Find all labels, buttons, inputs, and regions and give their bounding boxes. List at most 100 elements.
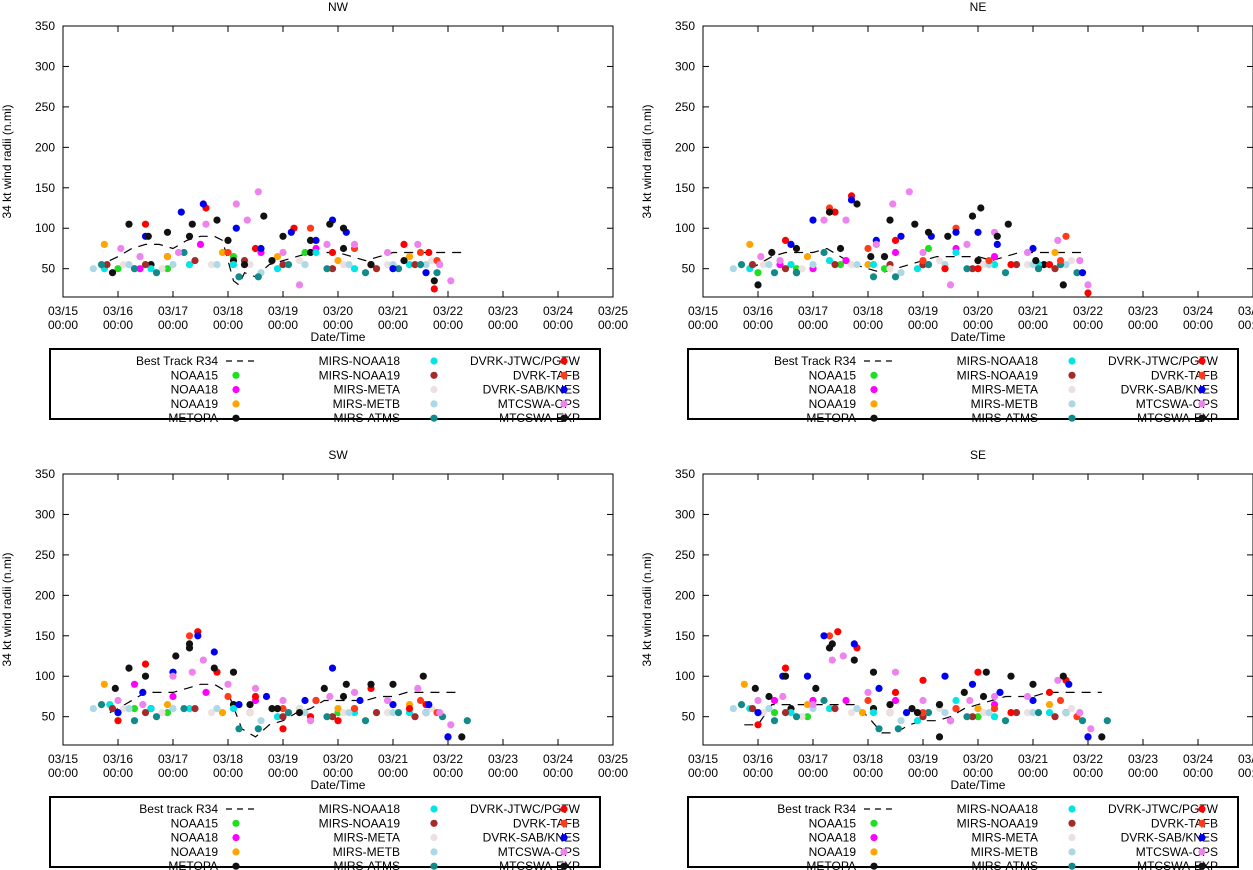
data-point bbox=[825, 208, 834, 216]
data-point bbox=[977, 204, 985, 212]
legend-label: MIRS-ATMS bbox=[972, 411, 1038, 425]
data-point bbox=[240, 261, 249, 269]
data-point bbox=[803, 253, 812, 261]
data-point bbox=[97, 261, 106, 269]
data-point bbox=[444, 733, 452, 741]
data-point bbox=[952, 705, 960, 713]
data-point bbox=[400, 240, 408, 248]
data-point bbox=[864, 261, 872, 269]
data-point bbox=[246, 709, 254, 717]
x-tick-label: 03/19 00:00 bbox=[268, 752, 298, 780]
data-point bbox=[1056, 696, 1065, 705]
data-point bbox=[996, 688, 1004, 697]
data-point bbox=[941, 265, 949, 273]
x-tick-label: 03/22 00:00 bbox=[1073, 304, 1103, 332]
data-point bbox=[911, 220, 919, 228]
data-point bbox=[229, 261, 238, 269]
series-mirs-meta bbox=[119, 257, 436, 273]
data-point bbox=[119, 705, 128, 713]
y-tick-label: 50 bbox=[42, 710, 56, 724]
data-point bbox=[858, 709, 867, 717]
data-point bbox=[361, 269, 370, 277]
data-point bbox=[323, 713, 331, 721]
data-point bbox=[163, 709, 172, 717]
data-point bbox=[1084, 281, 1092, 289]
data-point bbox=[729, 265, 737, 273]
y-tick-label: 300 bbox=[35, 59, 55, 73]
legend-dot-symbol bbox=[1198, 400, 1206, 408]
data-point bbox=[1029, 696, 1037, 705]
y-axis-label: 34 kt wind radii (n.mi) bbox=[0, 104, 14, 218]
data-point bbox=[180, 705, 188, 713]
x-tick-label: 03/21 00:00 bbox=[378, 304, 408, 332]
y-tick-label: 350 bbox=[675, 19, 695, 33]
x-tick-label: 03/24 00:00 bbox=[1183, 304, 1213, 332]
legend-label: MTCSWA-OPS bbox=[1136, 397, 1218, 411]
data-point bbox=[1029, 709, 1037, 717]
legend-label: MIRS-METB bbox=[333, 397, 400, 411]
data-point bbox=[284, 709, 293, 717]
data-point bbox=[273, 265, 282, 273]
x-tick-label: 03/17 00:00 bbox=[798, 304, 828, 332]
data-point bbox=[213, 261, 221, 269]
legend-label: Best track R34 bbox=[777, 802, 856, 816]
data-point bbox=[185, 632, 194, 640]
legend-label: NOAA15 bbox=[171, 368, 219, 382]
data-point bbox=[828, 640, 836, 648]
data-point bbox=[834, 628, 842, 636]
data-point bbox=[820, 248, 828, 257]
data-point bbox=[436, 261, 444, 269]
data-point bbox=[229, 705, 238, 713]
data-point bbox=[847, 196, 856, 204]
data-point bbox=[328, 265, 337, 273]
data-point bbox=[279, 248, 287, 257]
data-point bbox=[125, 220, 133, 228]
data-point bbox=[147, 705, 155, 713]
data-point bbox=[1040, 261, 1048, 269]
data-point bbox=[414, 684, 422, 693]
data-point bbox=[306, 248, 315, 257]
data-point bbox=[389, 680, 397, 688]
legend-dot-symbol bbox=[232, 862, 240, 870]
data-point bbox=[842, 257, 850, 265]
series-dvrk-jtwc-pgtw bbox=[141, 204, 438, 293]
x-tick-label: 03/18 00:00 bbox=[853, 304, 883, 332]
legend-label: NOAA19 bbox=[171, 845, 219, 859]
series-metopa bbox=[751, 644, 1070, 741]
data-point bbox=[1023, 261, 1032, 269]
legend-dot-symbol bbox=[870, 834, 878, 842]
legend-box bbox=[687, 348, 1239, 420]
data-point bbox=[163, 265, 172, 273]
data-point bbox=[754, 709, 762, 717]
x-tick-label: 03/17 00:00 bbox=[158, 304, 188, 332]
data-point bbox=[809, 216, 817, 224]
legend-label: Best Track R34 bbox=[136, 354, 218, 368]
data-point bbox=[869, 709, 878, 717]
series-mirs-atms bbox=[737, 696, 1111, 733]
data-point bbox=[199, 200, 207, 208]
data-point bbox=[114, 265, 122, 273]
data-point bbox=[919, 696, 927, 705]
data-point bbox=[191, 705, 199, 713]
legend-dot-symbol bbox=[1068, 805, 1076, 813]
data-point bbox=[389, 265, 397, 273]
legend-label: DVRK-JTWC/PGTW bbox=[1108, 354, 1219, 368]
data-point bbox=[792, 244, 801, 253]
data-point bbox=[770, 696, 779, 705]
legend-label: MIRS-NOAA18 bbox=[957, 802, 1039, 816]
data-point bbox=[246, 701, 254, 709]
data-point bbox=[174, 248, 183, 257]
data-point bbox=[108, 705, 117, 713]
legend-dot-symbol bbox=[430, 834, 438, 842]
data-point bbox=[1084, 289, 1092, 297]
legend-label: Best Track R34 bbox=[774, 354, 856, 368]
data-point bbox=[188, 668, 196, 676]
data-point bbox=[770, 269, 779, 277]
data-point bbox=[803, 672, 812, 680]
data-point bbox=[447, 721, 455, 729]
data-point bbox=[1098, 733, 1106, 741]
legend-label: MTCSWA-OPS bbox=[1136, 845, 1218, 859]
